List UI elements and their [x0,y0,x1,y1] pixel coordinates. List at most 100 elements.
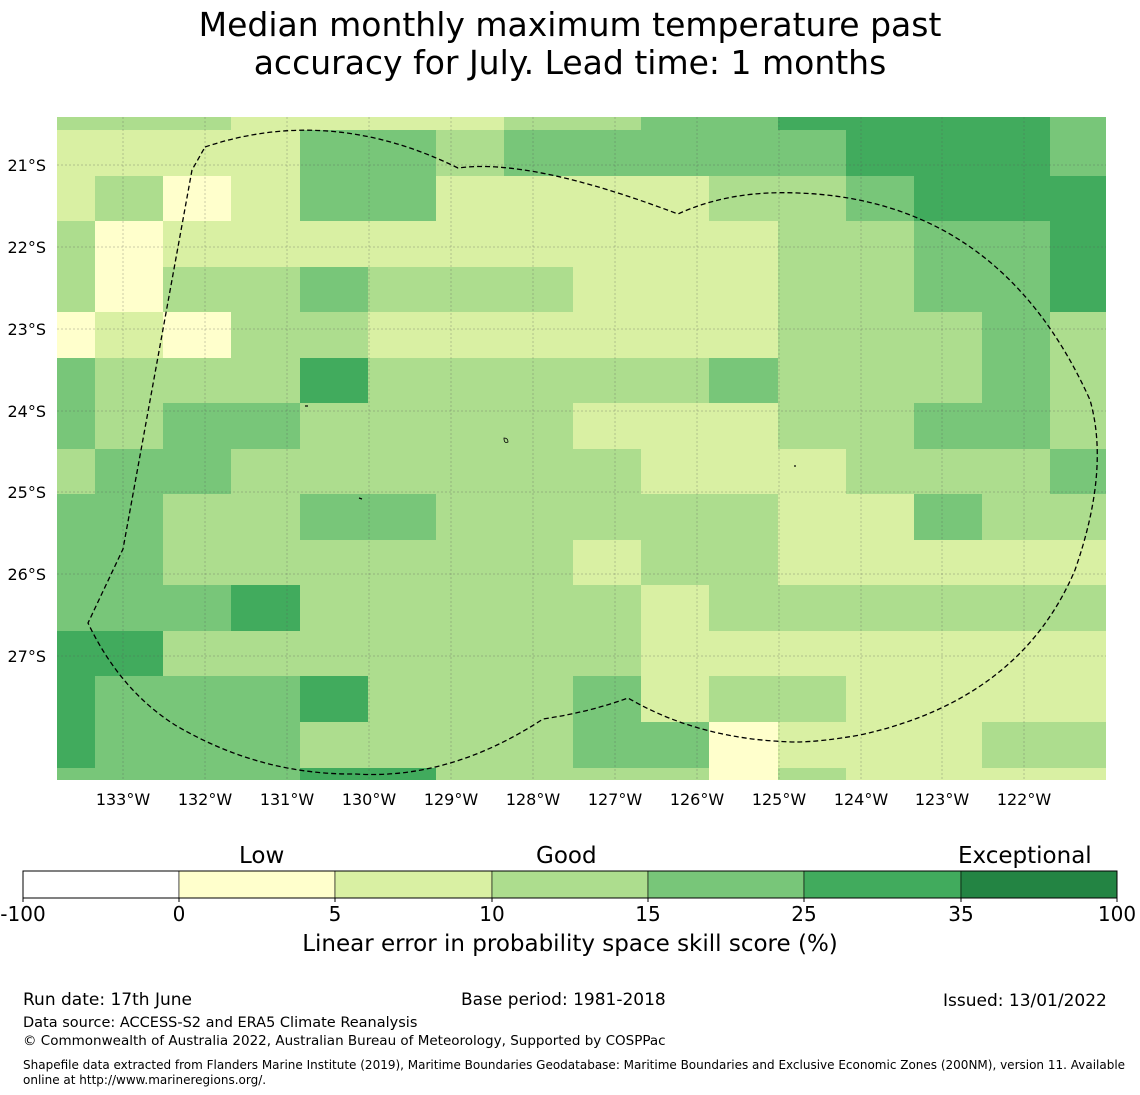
grid-cell [982,221,1050,267]
grid-cell [982,117,1050,130]
grid-cell [95,176,163,221]
grid-cell [436,768,504,780]
latitude-label: 25°S [7,483,46,502]
grid-cell [163,768,231,780]
grid-cell [573,494,641,540]
grid-cell [709,176,778,221]
grid-cell [504,722,573,768]
grid-cell [846,676,914,722]
grid-cell [846,403,914,449]
grid-cell [300,221,368,267]
grid-cell [504,117,573,130]
grid-cell [914,494,982,540]
grid-cell [778,117,846,130]
grid-cell [982,585,1050,631]
grid-cell [436,130,504,176]
data-source: Data source: ACCESS-S2 and ERA5 Climate … [23,1015,418,1031]
grid-cell [231,768,300,780]
grid-cell [436,449,504,494]
grid-cell [300,403,368,449]
island-2 [503,437,509,443]
grid-cell [709,768,778,780]
grid-cell [709,449,778,494]
grid-cell [709,722,778,768]
grid-cell [95,403,163,449]
grid-cell [1050,117,1106,130]
grid-cell [57,540,95,585]
grid-cell [95,130,163,176]
latitude-label: 24°S [7,402,46,421]
run-date: Run date: 17th June [23,990,192,1010]
grid-cell [368,176,436,221]
colorbar: -100 0 5 10 15 25 35 100 [0,870,1136,926]
colorbar-tick-label: -100 [0,902,45,926]
grid-cell [436,221,504,267]
colorbar-tick-label: 0 [173,902,186,926]
grid-cell [573,312,641,358]
grid-cell [573,585,641,631]
grid-cell [231,117,300,130]
colorbar-tick-label: 25 [791,902,816,926]
grid-cell [1050,221,1106,267]
grid-cell [57,722,95,768]
grid-cell [504,585,573,631]
grid-cell [914,221,982,267]
colorbar-outline [22,870,1118,899]
grid-cell [300,449,368,494]
grid-cell [163,540,231,585]
grid-cell [778,449,846,494]
grid-cell [436,676,504,722]
grid-cell [846,585,914,631]
grid-cell [504,267,573,312]
grid-cell [573,631,641,676]
grid-cell [57,358,95,403]
colorbar-box [803,870,962,899]
colorbar-title: Linear error in probability space skill … [302,931,838,957]
grid-cell [163,494,231,540]
grid-cell [300,117,368,130]
grid-cell [436,267,504,312]
grid-cell [778,267,846,312]
longitude-label: 133°W [96,790,151,809]
grid-cell [641,449,709,494]
longitude-label: 130°W [342,790,397,809]
base-period: Base period: 1981-2018 [461,990,666,1010]
grid-cell [504,449,573,494]
grid-cell [95,722,163,768]
grid-cell [504,221,573,267]
issued-date: Issued: 13/01/2022 [943,991,1107,1011]
grid-cell [300,176,368,221]
grid-cell [982,403,1050,449]
grid-cell [231,358,300,403]
grid-cell [231,676,300,722]
grid-cell [368,312,436,358]
grid-cell [436,722,504,768]
grid-cell [982,494,1050,540]
grid-cell [1050,449,1106,494]
grid-cell [504,312,573,358]
grid-cell [163,221,231,267]
grid-cell [641,768,709,780]
grid-cell [641,312,709,358]
grid-cell [778,494,846,540]
grid-cell [778,585,846,631]
category-low: Low [239,843,285,869]
grid-cell [231,267,300,312]
grid-cell [95,221,163,267]
grid-cell [436,494,504,540]
grid-cell [163,176,231,221]
colorbar-box [491,870,649,899]
longitude-label: 122°W [997,790,1052,809]
grid-cell [778,676,846,722]
longitude-label: 127°W [588,790,643,809]
colorbar-tick-label: 35 [948,902,973,926]
grid-cell [163,722,231,768]
colorbar-box [960,870,1118,899]
grid-cell [846,494,914,540]
colorbar-tick-label: 15 [635,902,660,926]
grid-cell [231,540,300,585]
grid-cell [300,722,368,768]
grid-cell [573,176,641,221]
grid-cell [914,403,982,449]
grid-cell [57,130,95,176]
